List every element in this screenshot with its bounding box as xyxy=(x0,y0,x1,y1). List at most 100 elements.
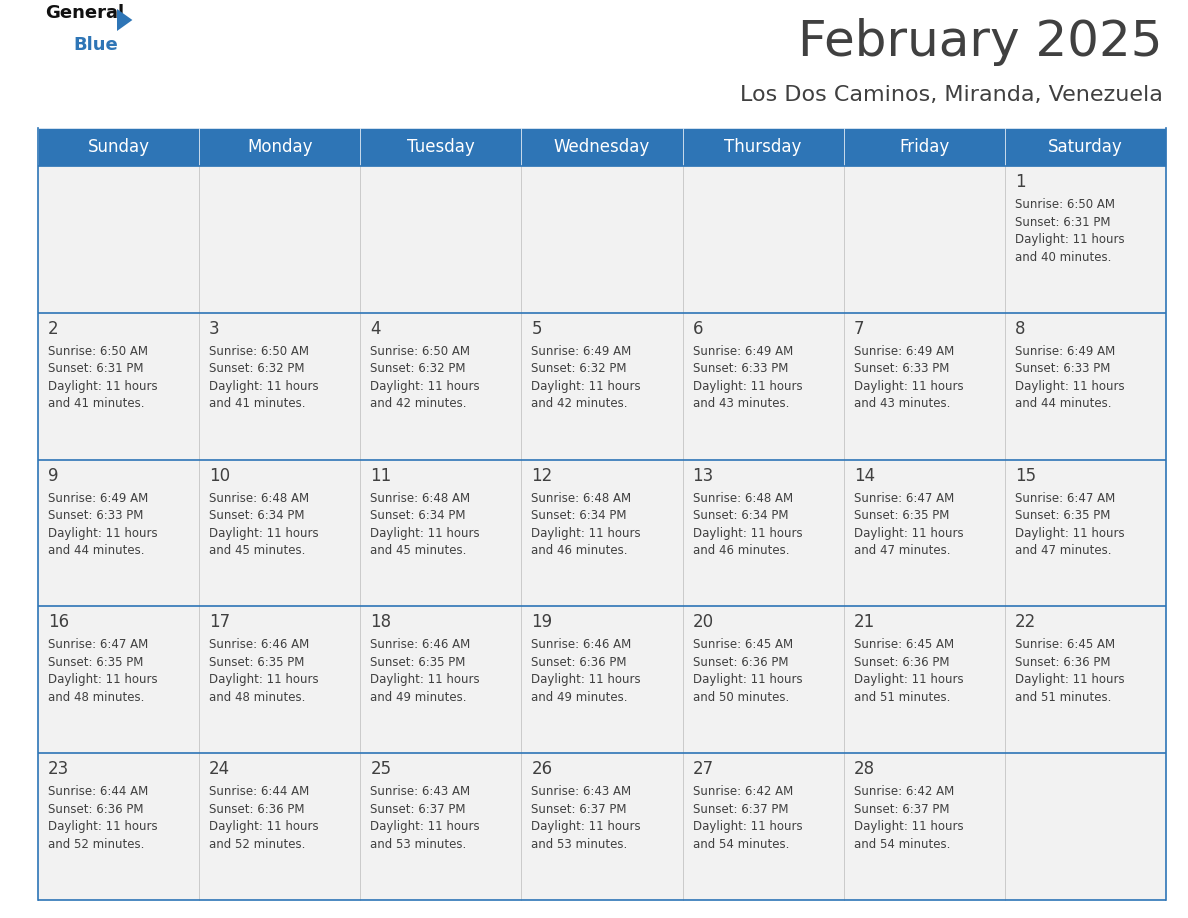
Text: Sunrise: 6:48 AM: Sunrise: 6:48 AM xyxy=(209,492,309,505)
Text: Monday: Monday xyxy=(247,138,312,156)
Bar xyxy=(683,607,843,753)
Text: Sunrise: 6:46 AM: Sunrise: 6:46 AM xyxy=(209,638,309,652)
Text: Daylight: 11 hours: Daylight: 11 hours xyxy=(371,820,480,834)
Bar xyxy=(522,166,683,313)
Text: 9: 9 xyxy=(48,466,58,485)
Bar xyxy=(38,607,200,753)
Text: Daylight: 11 hours: Daylight: 11 hours xyxy=(371,527,480,540)
Text: Daylight: 11 hours: Daylight: 11 hours xyxy=(693,674,802,687)
Text: Wednesday: Wednesday xyxy=(554,138,650,156)
Text: Daylight: 11 hours: Daylight: 11 hours xyxy=(209,820,318,834)
Bar xyxy=(360,460,522,607)
Text: and 49 minutes.: and 49 minutes. xyxy=(371,691,467,704)
Bar xyxy=(38,460,200,607)
Text: Sunrise: 6:45 AM: Sunrise: 6:45 AM xyxy=(693,638,792,652)
Text: Sunset: 6:36 PM: Sunset: 6:36 PM xyxy=(693,655,788,669)
Text: Sunset: 6:37 PM: Sunset: 6:37 PM xyxy=(531,802,627,816)
Text: and 44 minutes.: and 44 minutes. xyxy=(48,544,145,557)
Text: Los Dos Caminos, Miranda, Venezuela: Los Dos Caminos, Miranda, Venezuela xyxy=(740,85,1163,105)
Text: Sunset: 6:32 PM: Sunset: 6:32 PM xyxy=(531,363,627,375)
Text: Sunset: 6:35 PM: Sunset: 6:35 PM xyxy=(48,655,144,669)
Text: Daylight: 11 hours: Daylight: 11 hours xyxy=(854,527,963,540)
Bar xyxy=(360,313,522,460)
Text: Sunset: 6:32 PM: Sunset: 6:32 PM xyxy=(371,363,466,375)
Text: Sunset: 6:31 PM: Sunset: 6:31 PM xyxy=(1015,216,1111,229)
Text: 22: 22 xyxy=(1015,613,1036,632)
Text: Daylight: 11 hours: Daylight: 11 hours xyxy=(531,380,642,393)
Bar xyxy=(843,460,1005,607)
Bar xyxy=(360,166,522,313)
Text: Sunset: 6:35 PM: Sunset: 6:35 PM xyxy=(209,655,304,669)
Bar xyxy=(522,607,683,753)
Text: and 52 minutes.: and 52 minutes. xyxy=(48,838,145,851)
Text: Sunday: Sunday xyxy=(88,138,150,156)
Text: 3: 3 xyxy=(209,319,220,338)
Text: and 53 minutes.: and 53 minutes. xyxy=(371,838,467,851)
Text: 1: 1 xyxy=(1015,173,1025,191)
Text: Daylight: 11 hours: Daylight: 11 hours xyxy=(854,674,963,687)
Text: Sunrise: 6:50 AM: Sunrise: 6:50 AM xyxy=(48,345,148,358)
Text: Tuesday: Tuesday xyxy=(407,138,475,156)
Text: 12: 12 xyxy=(531,466,552,485)
Text: Sunset: 6:35 PM: Sunset: 6:35 PM xyxy=(854,509,949,522)
Bar xyxy=(522,460,683,607)
Text: 17: 17 xyxy=(209,613,230,632)
Text: 2: 2 xyxy=(48,319,58,338)
Text: Daylight: 11 hours: Daylight: 11 hours xyxy=(854,380,963,393)
Text: Daylight: 11 hours: Daylight: 11 hours xyxy=(854,820,963,834)
Text: Sunrise: 6:45 AM: Sunrise: 6:45 AM xyxy=(1015,638,1116,652)
Text: Daylight: 11 hours: Daylight: 11 hours xyxy=(693,380,802,393)
Bar xyxy=(360,128,522,166)
Text: and 50 minutes.: and 50 minutes. xyxy=(693,691,789,704)
Text: Sunrise: 6:43 AM: Sunrise: 6:43 AM xyxy=(371,785,470,798)
Text: Thursday: Thursday xyxy=(725,138,802,156)
Text: Daylight: 11 hours: Daylight: 11 hours xyxy=(48,380,158,393)
Text: Sunset: 6:37 PM: Sunset: 6:37 PM xyxy=(854,802,949,816)
Text: and 45 minutes.: and 45 minutes. xyxy=(371,544,467,557)
Text: 19: 19 xyxy=(531,613,552,632)
Text: Sunset: 6:35 PM: Sunset: 6:35 PM xyxy=(371,655,466,669)
Text: Daylight: 11 hours: Daylight: 11 hours xyxy=(1015,674,1125,687)
Text: Sunset: 6:37 PM: Sunset: 6:37 PM xyxy=(371,802,466,816)
Text: 26: 26 xyxy=(531,760,552,778)
Text: Sunrise: 6:42 AM: Sunrise: 6:42 AM xyxy=(693,785,792,798)
Text: Sunrise: 6:42 AM: Sunrise: 6:42 AM xyxy=(854,785,954,798)
Text: Daylight: 11 hours: Daylight: 11 hours xyxy=(48,820,158,834)
Text: Sunset: 6:33 PM: Sunset: 6:33 PM xyxy=(854,363,949,375)
Text: Sunrise: 6:48 AM: Sunrise: 6:48 AM xyxy=(531,492,632,505)
Text: Sunset: 6:36 PM: Sunset: 6:36 PM xyxy=(854,655,949,669)
Bar xyxy=(1005,607,1165,753)
Text: Sunset: 6:32 PM: Sunset: 6:32 PM xyxy=(209,363,304,375)
Text: Sunset: 6:36 PM: Sunset: 6:36 PM xyxy=(209,802,304,816)
Text: 23: 23 xyxy=(48,760,69,778)
Text: Daylight: 11 hours: Daylight: 11 hours xyxy=(693,820,802,834)
Bar xyxy=(683,753,843,900)
Text: Sunrise: 6:49 AM: Sunrise: 6:49 AM xyxy=(1015,345,1116,358)
Text: and 46 minutes.: and 46 minutes. xyxy=(531,544,628,557)
Bar xyxy=(843,128,1005,166)
Text: Sunrise: 6:43 AM: Sunrise: 6:43 AM xyxy=(531,785,632,798)
Text: Sunset: 6:31 PM: Sunset: 6:31 PM xyxy=(48,363,144,375)
Text: Sunrise: 6:47 AM: Sunrise: 6:47 AM xyxy=(1015,492,1116,505)
Text: and 49 minutes.: and 49 minutes. xyxy=(531,691,628,704)
Text: Sunset: 6:35 PM: Sunset: 6:35 PM xyxy=(1015,509,1111,522)
Polygon shape xyxy=(116,9,132,31)
Bar xyxy=(1005,166,1165,313)
Text: and 52 minutes.: and 52 minutes. xyxy=(209,838,305,851)
Bar xyxy=(38,313,200,460)
Text: and 48 minutes.: and 48 minutes. xyxy=(209,691,305,704)
Text: 20: 20 xyxy=(693,613,714,632)
Bar xyxy=(38,166,200,313)
Text: Sunset: 6:34 PM: Sunset: 6:34 PM xyxy=(209,509,304,522)
Bar xyxy=(522,753,683,900)
Text: Sunrise: 6:49 AM: Sunrise: 6:49 AM xyxy=(854,345,954,358)
Text: 15: 15 xyxy=(1015,466,1036,485)
Text: Sunrise: 6:49 AM: Sunrise: 6:49 AM xyxy=(48,492,148,505)
Bar xyxy=(200,607,360,753)
Text: and 45 minutes.: and 45 minutes. xyxy=(209,544,305,557)
Text: and 40 minutes.: and 40 minutes. xyxy=(1015,251,1111,263)
Bar xyxy=(683,460,843,607)
Text: and 43 minutes.: and 43 minutes. xyxy=(854,397,950,410)
Bar xyxy=(360,607,522,753)
Text: and 51 minutes.: and 51 minutes. xyxy=(1015,691,1111,704)
